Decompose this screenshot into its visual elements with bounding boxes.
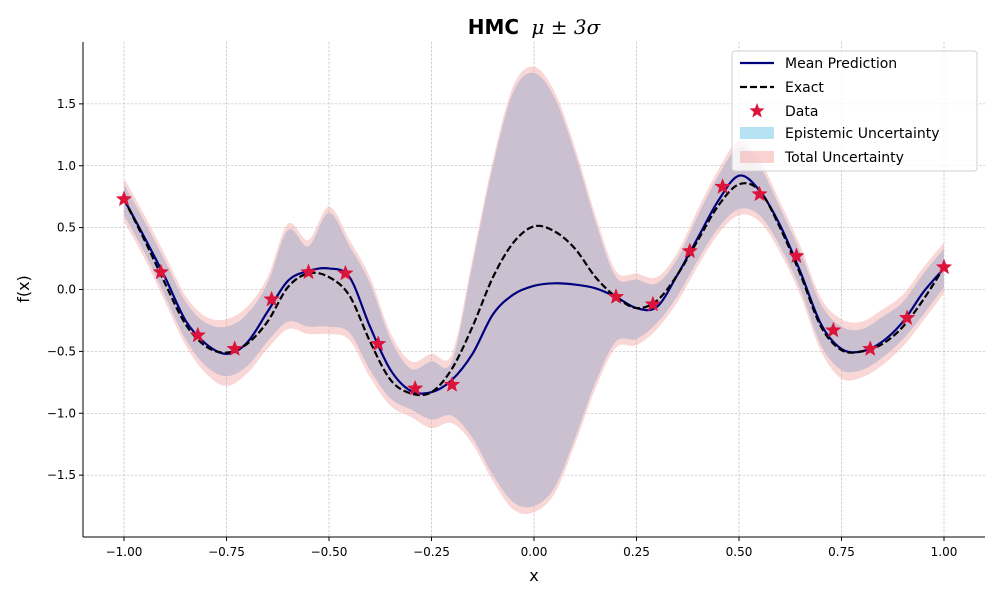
data-point-star	[115, 190, 133, 207]
legend-frame	[731, 50, 978, 172]
x-ticks: −1.00 −0.75 −0.50 −0.25 0.00 0.25 0.50 0.75 1.00	[106, 537, 958, 559]
series-lines	[123, 174, 945, 397]
legend-total-swatch	[740, 151, 774, 163]
y-tick-label: 0.0	[57, 283, 76, 297]
data-point-star	[681, 242, 699, 259]
data-point-star	[825, 321, 842, 338]
x-tick-label: 0.00	[521, 545, 548, 559]
data-points	[115, 178, 953, 396]
y-tick-label: 1.0	[57, 159, 76, 173]
y-tick-label: −1.0	[47, 406, 76, 420]
x-tick-label: 0.50	[726, 545, 753, 559]
data-point-star	[788, 247, 805, 264]
legend-exact-label: Exact	[785, 80, 824, 96]
y-tick-label: −0.5	[47, 344, 76, 358]
legend-mean-label: Mean Prediction	[785, 56, 897, 72]
x-tick-label: −0.75	[208, 545, 245, 559]
data-point-star	[443, 376, 461, 392]
data-point-star	[935, 258, 953, 275]
data-point-star	[152, 263, 170, 280]
x-tick-label: 0.75	[828, 545, 855, 559]
data-point-star	[406, 379, 424, 396]
y-ticks: −1.5 −1.0 −0.5 0.0 0.5 1.0 1.5	[47, 97, 83, 482]
y-tick-label: −1.5	[47, 468, 76, 482]
data-point-star	[263, 290, 280, 307]
legend-data-label: Data	[785, 104, 818, 120]
x-tick-label: −1.00	[106, 545, 143, 559]
data-point-star	[751, 185, 768, 202]
legend: Mean Prediction Exact Data Epistemic Unc…	[731, 50, 978, 172]
data-point-star	[337, 264, 354, 281]
data-point-star	[861, 340, 879, 356]
chart-title-main: HMC	[468, 15, 519, 39]
legend-epistemic-label: Epistemic Uncertainty	[785, 126, 940, 142]
x-tick-label: 1.00	[931, 545, 958, 559]
epistemic-uncertainty-band	[124, 72, 944, 508]
data-point-star	[644, 295, 662, 312]
y-tick-label: 1.5	[57, 97, 76, 111]
legend-epistemic-swatch	[740, 127, 774, 139]
data-point-star	[714, 178, 731, 194]
y-tick-label: 0.5	[57, 221, 76, 235]
legend-total-label: Total Uncertainty	[784, 150, 904, 166]
x-tick-label: 0.25	[623, 545, 650, 559]
x-tick-label: −0.25	[413, 545, 450, 559]
data-point-star	[369, 335, 387, 351]
chart-title: HMC μ ± 3σ	[468, 15, 602, 39]
y-axis-label: f(x)	[14, 275, 33, 303]
data-point-star	[189, 326, 207, 343]
x-tick-label: −0.50	[311, 545, 348, 559]
x-axis-label: x	[529, 566, 538, 585]
data-point-star	[607, 288, 625, 304]
data-point-star	[300, 263, 317, 280]
legend-data-star-icon	[749, 103, 765, 118]
data-point-star	[898, 309, 916, 325]
uncertainty-bands	[124, 66, 944, 515]
chart-title-math: μ ± 3σ	[531, 15, 601, 39]
exact-line	[123, 182, 945, 397]
data-point-star	[226, 340, 243, 356]
